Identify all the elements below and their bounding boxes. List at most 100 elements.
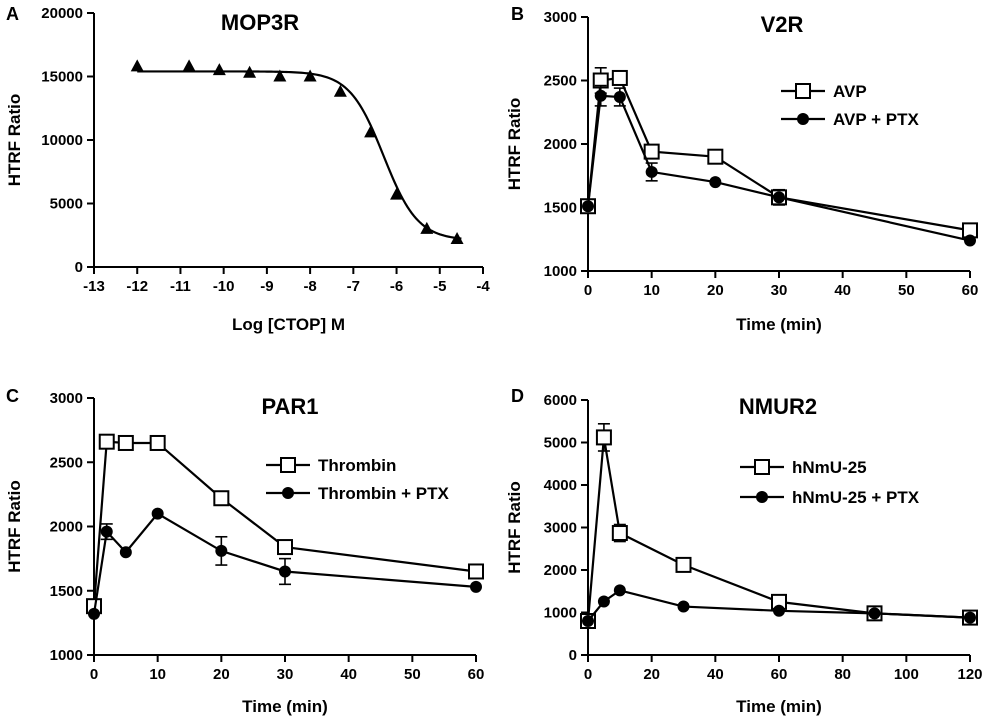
series-1 [88,507,482,620]
data-point [213,490,230,507]
panel-letter: D [511,386,524,406]
data-point [277,539,293,556]
data-point [468,563,484,580]
y-tick-label: 2000 [50,519,83,536]
x-tick-label: -11 [170,278,191,295]
x-tick-label: -10 [213,278,235,295]
y-tick-label: 1500 [544,200,577,217]
panel-b: B V2R 0 10 20 30 40 50 60 1000 1500 2000 2500 3000 Tim… [505,4,978,334]
panel-d: D NMUR2 0 20 40 60 80 100 120 0 1000 2000 3000 4000 50… [505,386,983,716]
series-0 [580,67,978,239]
x-tick-label: -12 [126,278,148,295]
chart-title: V2R [761,12,804,37]
x-axis-label: Time (min) [736,697,822,716]
data-point [149,434,166,451]
y-tick-label: 3000 [50,390,83,407]
data-point [470,580,482,593]
y-tick-label: 1000 [544,263,577,280]
x-tick-label: 40 [707,666,724,683]
data-point [582,200,594,213]
data-point [279,565,291,578]
x-tick-label: 60 [468,666,485,683]
y-axis-label: HTRF Ratio [5,480,24,573]
x-tick-label: -8 [303,278,316,295]
x-tick-label: 20 [643,666,660,683]
legend-marker [756,491,768,503]
x-tick-label: -4 [476,278,490,295]
data-point [677,600,690,613]
x-tick-label: 10 [149,666,166,683]
y-tick-label: 2500 [544,73,577,90]
y-axis-label: HTRF Ratio [505,98,524,191]
legend-marker [797,113,809,125]
panel-c: C PAR1 0 10 20 30 40 50 60 1000 1500 2000 2500 3000 Ti… [5,386,484,716]
y-tick-label: 1000 [50,647,83,664]
y-tick-label: 10000 [41,132,83,149]
series-0 [86,433,484,615]
legend: hNmU-25 hNmU-25 + PTX [740,458,920,507]
y-tick-label: 0 [75,259,83,276]
x-tick-label: -7 [347,278,360,295]
data-point [611,69,628,86]
legend-label: Thrombin [318,456,396,475]
legend-label: hNmU-25 [792,458,867,477]
y-tick-label: 1000 [544,605,577,622]
data-point [117,434,134,451]
x-axis-label: Time (min) [242,697,328,716]
y-tick-label: 5000 [50,196,83,213]
x-tick-label: 20 [707,282,724,299]
panel-letter: C [6,386,19,406]
x-tick-label: -6 [390,278,403,295]
y-tick-label: 4000 [544,477,577,494]
data-point [709,176,722,189]
panel-letter: A [6,4,19,24]
data-point [643,143,660,160]
x-tick-label: -5 [433,278,446,295]
series-0 [130,59,464,245]
data-point [119,546,132,559]
chart-title: MOP3R [221,10,299,35]
data-point [707,148,724,165]
data-point [182,59,196,72]
series-1 [582,84,976,247]
legend-marker [795,83,811,99]
x-tick-label: 40 [340,666,357,683]
data-point [333,84,347,97]
series-line [586,437,971,622]
data-point [215,544,228,557]
y-tick-label: 3000 [544,9,577,26]
x-axis-label: Time (min) [736,315,822,334]
data-point [100,525,113,538]
y-tick-label: 1500 [50,583,83,600]
chart-title: NMUR2 [739,394,817,419]
data-point [364,125,378,138]
panel-a: A MOP3R -13 -12 -11 -10 -9 -8 -7 -6 -5 -4 0 5000 10000… [5,4,490,334]
x-tick-label: 0 [584,282,592,299]
data-point [868,607,881,620]
data-point [594,89,607,102]
data-point [613,91,626,104]
x-tick-label: 80 [834,666,851,683]
y-tick-label: 0 [569,647,577,664]
data-point [773,191,785,204]
x-tick-label: 20 [213,666,230,683]
x-tick-label: 60 [771,666,788,683]
panel-letter: B [511,4,524,24]
y-tick-label: 15000 [41,69,83,86]
x-axis-label: Log [CTOP] M [232,315,345,334]
data-point [98,433,115,450]
fit-curve [137,70,462,240]
data-point [130,59,144,72]
x-tick-label: 120 [957,666,982,683]
y-tick-label: 5000 [544,435,577,452]
data-point [964,611,976,624]
data-point [613,584,626,597]
y-axis-label: HTRF Ratio [505,481,524,574]
x-tick-label: 40 [834,282,851,299]
data-point [88,607,100,620]
data-point [964,234,976,247]
legend-label: Thrombin + PTX [318,484,449,503]
legend-marker [754,459,770,475]
legend-label: AVP + PTX [833,110,919,129]
legend: AVP AVP + PTX [781,82,919,129]
